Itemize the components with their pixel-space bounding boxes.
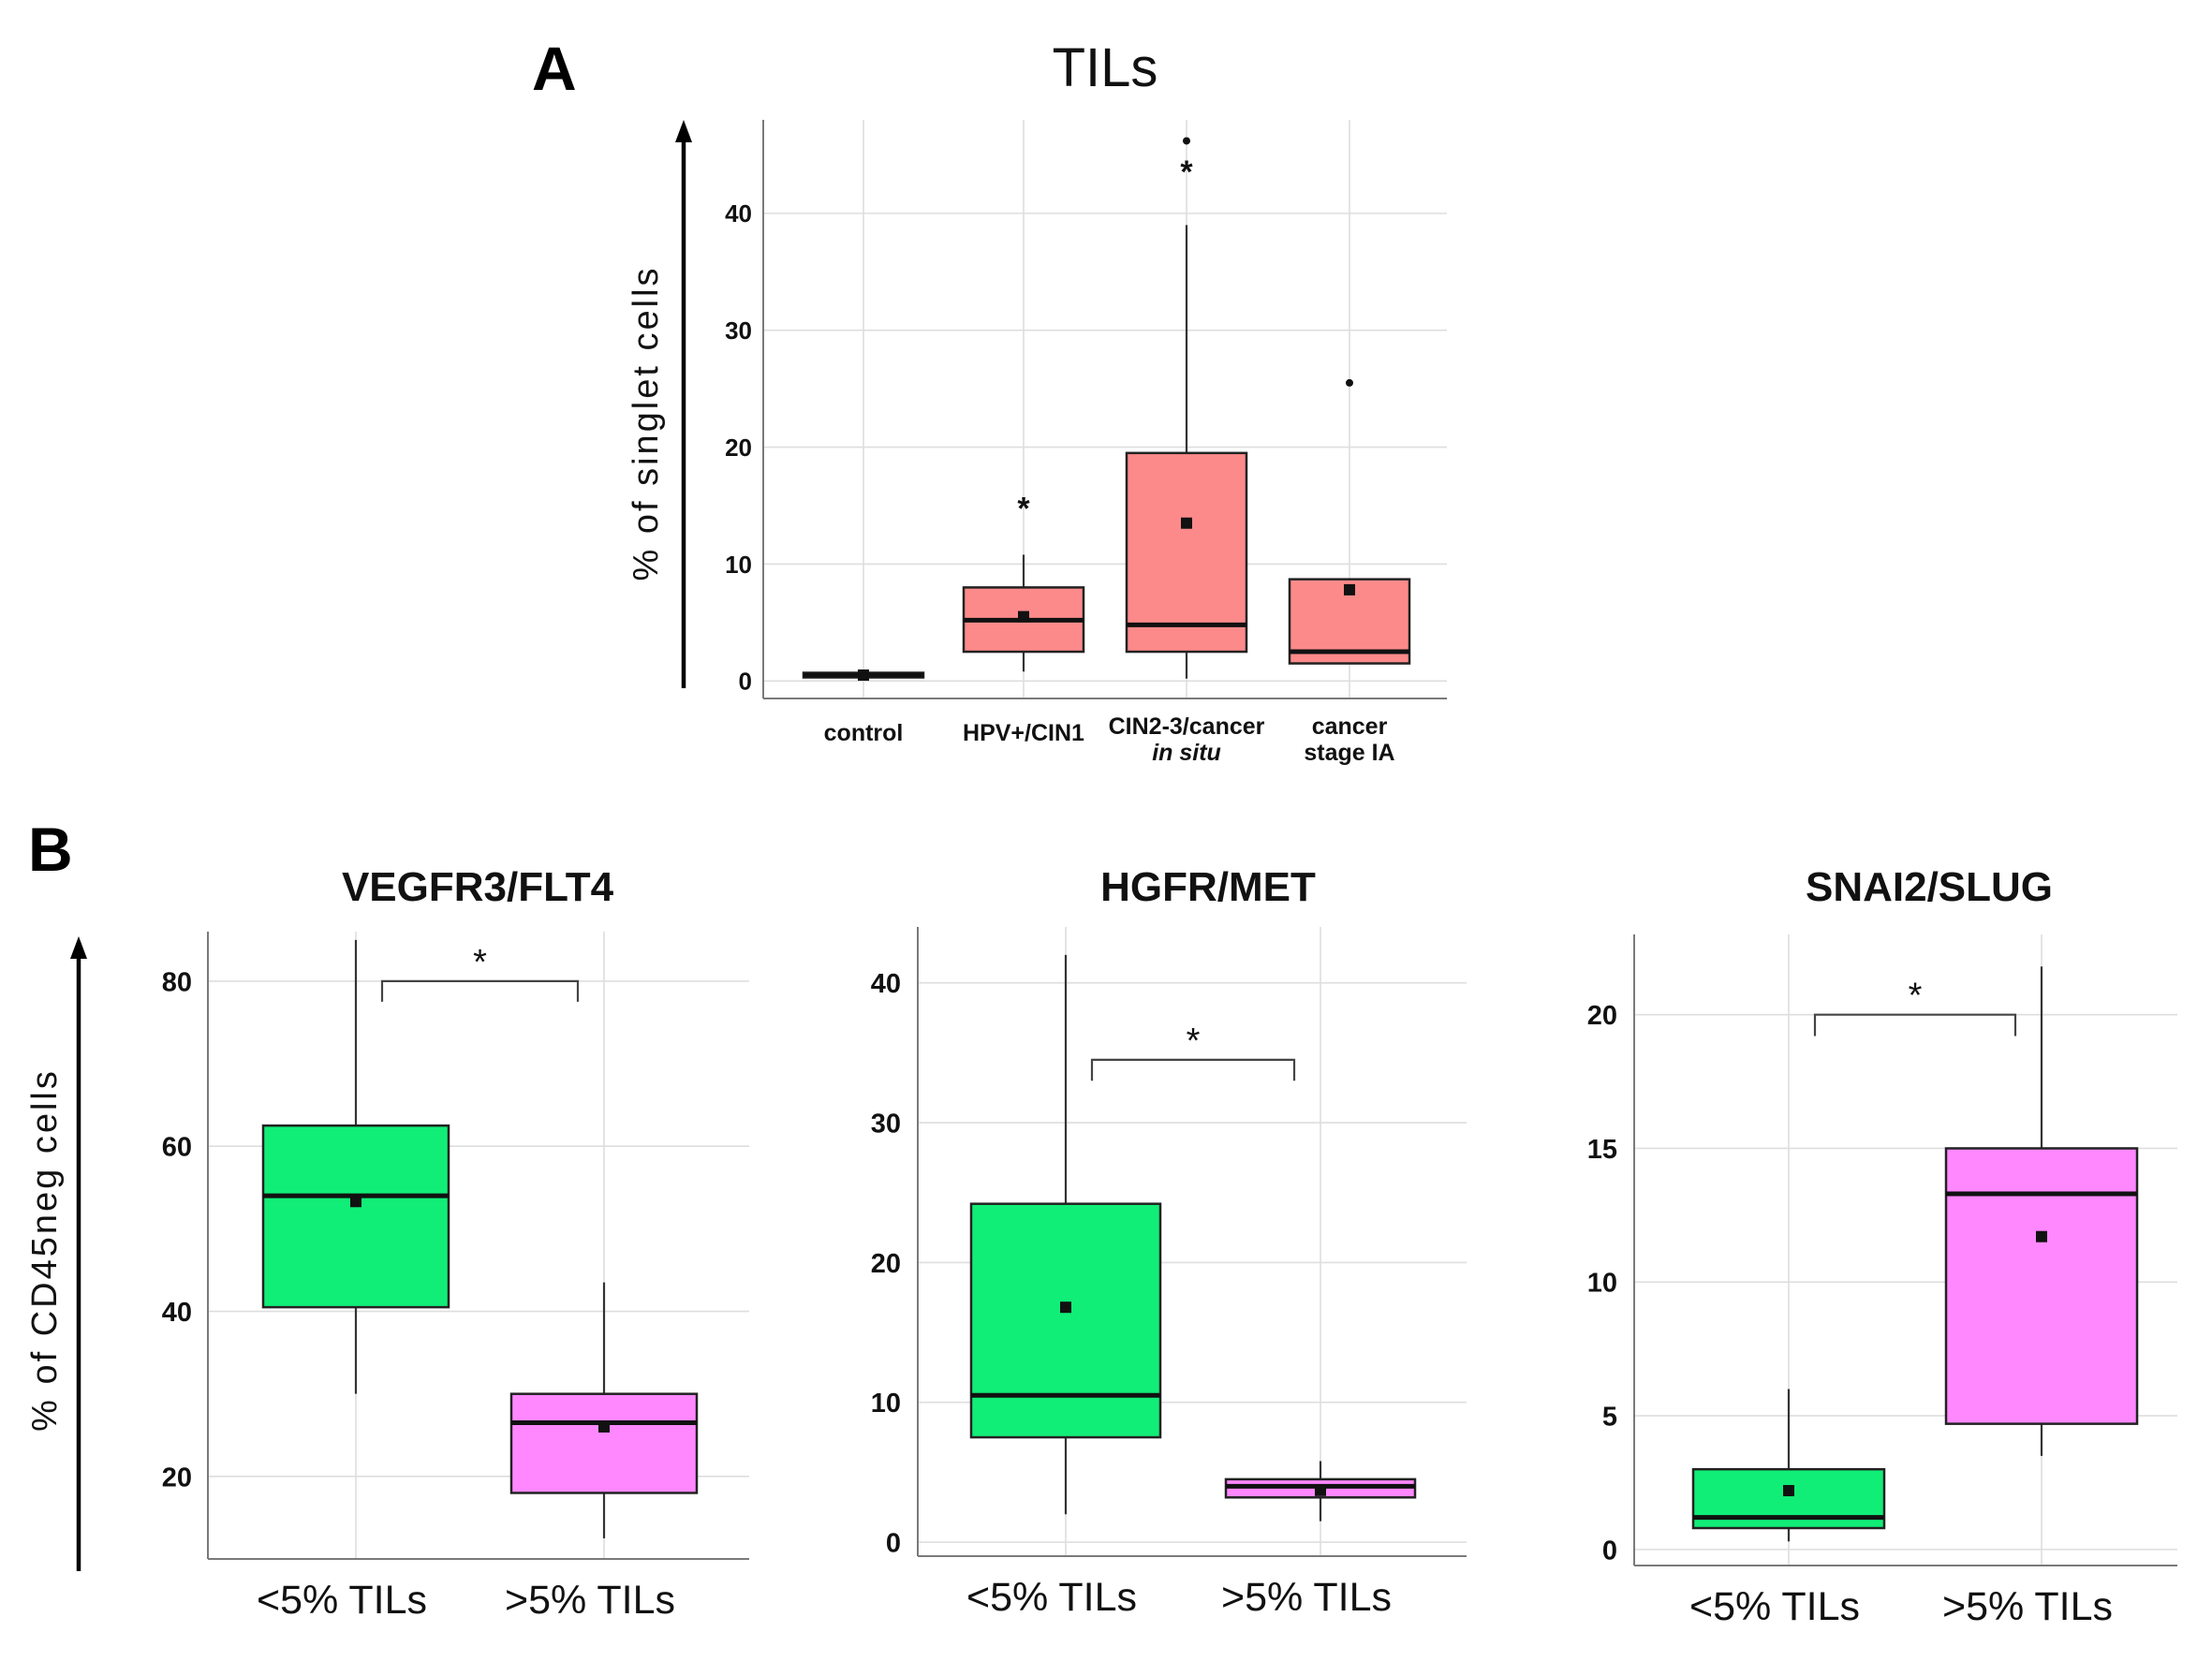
tils-mean-marker <box>858 669 869 682</box>
snai2-plot: 0 5 10 15 20 <5% TILs >5% TILs * <box>1587 934 2177 1629</box>
vegfr3-mean-marker <box>350 1196 361 1208</box>
hgfr-title: HGFR/MET <box>1100 864 1316 910</box>
hgfr-ytick-label: 40 <box>871 969 901 999</box>
snai2-mean-marker <box>1783 1485 1794 1497</box>
vegfr3-ytick-label: 80 <box>162 967 192 997</box>
snai2-ytick-label: 20 <box>1587 1001 1617 1031</box>
vegfr3-ytick-label: 60 <box>162 1133 192 1163</box>
tils-ytick-label: 10 <box>725 551 752 579</box>
snai2-box <box>1944 1147 2139 1425</box>
tils-category-label: cancer <box>1312 713 1388 740</box>
panel-b-y-arrowhead <box>70 936 87 959</box>
hgfr-category-label: <5% TILs <box>966 1575 1137 1620</box>
snai2-title: SNAI2/SLUG <box>1806 864 2053 910</box>
panel-a-plot: 0 10 20 30 40 * * control HPV+/CIN1 CIN2-3/cancer… <box>725 120 1447 766</box>
snai2-ytick-label: 15 <box>1587 1135 1617 1165</box>
hgfr-ytick-label: 10 <box>871 1389 901 1419</box>
vegfr3-ytick-label: 40 <box>162 1298 192 1328</box>
vegfr3-title: VEGFR3/FLT4 <box>342 864 614 910</box>
tils-ytick-label: 0 <box>739 668 752 696</box>
hgfr-box <box>969 1202 1162 1439</box>
hgfr-significance-label: * <box>1187 1022 1201 1061</box>
hgfr-mean-marker <box>1315 1484 1326 1496</box>
vegfr3-significance-bracket <box>380 979 580 1002</box>
snai2-ytick-label: 0 <box>1602 1536 1617 1566</box>
hgfr-category-label: >5% TILs <box>1221 1575 1392 1620</box>
vegfr3-significance-label: * <box>473 943 487 982</box>
vegfr3-category-label: <5% TILs <box>257 1578 427 1623</box>
snai2-category-label: <5% TILs <box>1689 1584 1860 1629</box>
tils-category-label: in situ <box>1152 740 1221 766</box>
snai2-mean-marker <box>2036 1230 2047 1242</box>
panel-a-title: TILs <box>1053 37 1158 98</box>
tils-category-label: control <box>824 720 904 746</box>
tils-category-label: HPV+/CIN1 <box>963 720 1084 746</box>
snai2-ytick-label: 5 <box>1602 1403 1617 1433</box>
hgfr-ytick-label: 20 <box>871 1249 901 1279</box>
tils-extreme-marker <box>1346 378 1353 387</box>
tils-ytick-label: 30 <box>725 316 752 345</box>
vegfr3-box <box>509 1392 699 1494</box>
hgfr-significance-bracket <box>1090 1058 1296 1081</box>
tils-extreme-marker <box>1183 137 1190 145</box>
vegfr3-category-label: >5% TILs <box>505 1578 675 1623</box>
vegfr3-plot: 20 40 60 80 <5% TILs >5% TILs * <box>162 932 749 1623</box>
tils-category-label: stage IA <box>1304 740 1394 766</box>
tils-outlier-marker: * <box>1180 154 1193 190</box>
panel-a-ylabel: % of singlet cells <box>627 265 666 581</box>
snai2-significance-bracket <box>1813 1013 2017 1036</box>
panel-a-letter: A <box>532 34 577 103</box>
hgfr-mean-marker <box>1060 1301 1071 1314</box>
hgfr-ytick-label: 30 <box>871 1110 901 1139</box>
hgfr-plot: 0 10 20 30 40 <5% TILs >5% TILs * <box>871 927 1467 1620</box>
tils-ytick-label: 20 <box>725 434 752 462</box>
vegfr3-mean-marker <box>598 1420 610 1433</box>
panel-a-y-arrowhead <box>675 120 692 142</box>
tils-mean-marker <box>1181 517 1192 529</box>
panel-b-ylabel: % of CD45neg cells <box>25 1068 65 1432</box>
hgfr-ytick-label: 0 <box>886 1529 901 1559</box>
snai2-significance-label: * <box>1909 977 1923 1016</box>
snai2-category-label: >5% TILs <box>1942 1584 2113 1629</box>
panel-b-letter: B <box>28 815 73 884</box>
vegfr3-box <box>261 1124 450 1309</box>
vegfr3-ytick-label: 20 <box>162 1463 192 1492</box>
tils-outlier-marker: * <box>1017 492 1030 527</box>
tils-box <box>1125 451 1248 654</box>
tils-category-label: CIN2-3/cancer <box>1109 713 1265 740</box>
snai2-ytick-label: 10 <box>1587 1269 1617 1299</box>
tils-mean-marker <box>1018 610 1029 623</box>
tils-ytick-label: 40 <box>725 199 752 228</box>
tils-mean-marker <box>1344 583 1355 595</box>
